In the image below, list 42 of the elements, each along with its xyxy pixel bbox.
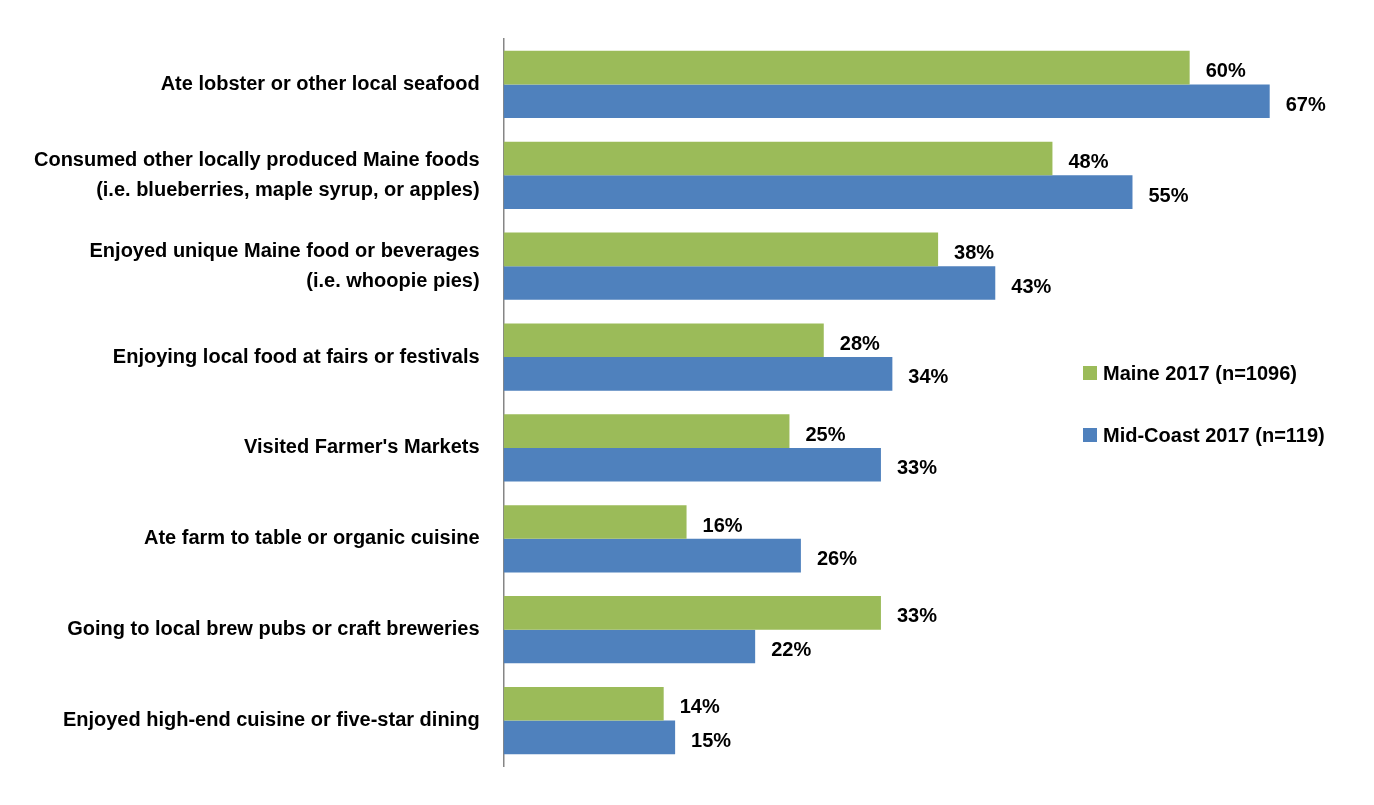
bar bbox=[503, 84, 1270, 119]
bar bbox=[503, 232, 939, 267]
data-label: 33% bbox=[896, 604, 938, 627]
bar bbox=[503, 447, 881, 482]
data-label: 38% bbox=[954, 240, 995, 263]
data-label: 25% bbox=[805, 422, 846, 445]
y-tick-label: Consumed other locally produced Maine foods (i.e. blueberries, maple syrup, or apples) bbox=[34, 147, 480, 200]
data-label: 43% bbox=[1011, 274, 1052, 297]
bar bbox=[503, 596, 881, 630]
bar bbox=[503, 141, 1053, 176]
data-label: 14% bbox=[679, 695, 720, 718]
data-label: 34% bbox=[908, 365, 949, 388]
data-label: 60% bbox=[1205, 59, 1246, 82]
y-tick-label: Ate lobster or other local seafood bbox=[160, 71, 480, 94]
bar bbox=[503, 357, 893, 391]
bar bbox=[503, 720, 676, 755]
data-label: 22% bbox=[771, 638, 812, 661]
data-label: 33% bbox=[896, 456, 938, 479]
legend-label: Mid-Coast 2017 (n=119) bbox=[1103, 423, 1325, 446]
data-label: 15% bbox=[691, 728, 732, 751]
y-tick-label: Visited Farmer's Markets bbox=[243, 435, 480, 458]
bar bbox=[503, 414, 790, 448]
bar bbox=[503, 266, 996, 300]
data-label: 67% bbox=[1285, 92, 1326, 115]
y-tick-label: Enjoyed high-end cuisine or five-star dining bbox=[62, 708, 480, 731]
y-tick-label: Enjoying local food at fairs or festivals bbox=[112, 344, 480, 367]
y-tick-label: Enjoyed unique Maine food or beverages (i.e. whoopie pies) bbox=[89, 238, 480, 291]
bar bbox=[503, 505, 687, 539]
bar bbox=[503, 538, 801, 573]
y-tick-label: Ate farm to table or organic cuisine bbox=[143, 526, 480, 549]
data-label: 48% bbox=[1068, 150, 1109, 173]
bar bbox=[503, 629, 756, 664]
bar bbox=[503, 175, 1133, 209]
y-tick-label: Going to local brew pubs or craft breweries bbox=[67, 617, 480, 640]
bar bbox=[503, 50, 1190, 85]
legend-label: Maine 2017 (n=1096) bbox=[1103, 361, 1297, 384]
data-label: 55% bbox=[1148, 183, 1189, 206]
bar bbox=[503, 323, 824, 358]
data-label: 16% bbox=[702, 513, 743, 536]
data-label: 26% bbox=[816, 547, 858, 570]
bar bbox=[503, 686, 664, 721]
data-label: 28% bbox=[839, 331, 881, 354]
